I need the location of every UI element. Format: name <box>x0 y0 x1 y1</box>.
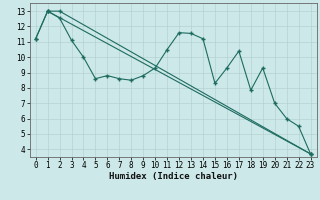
X-axis label: Humidex (Indice chaleur): Humidex (Indice chaleur) <box>108 172 238 181</box>
